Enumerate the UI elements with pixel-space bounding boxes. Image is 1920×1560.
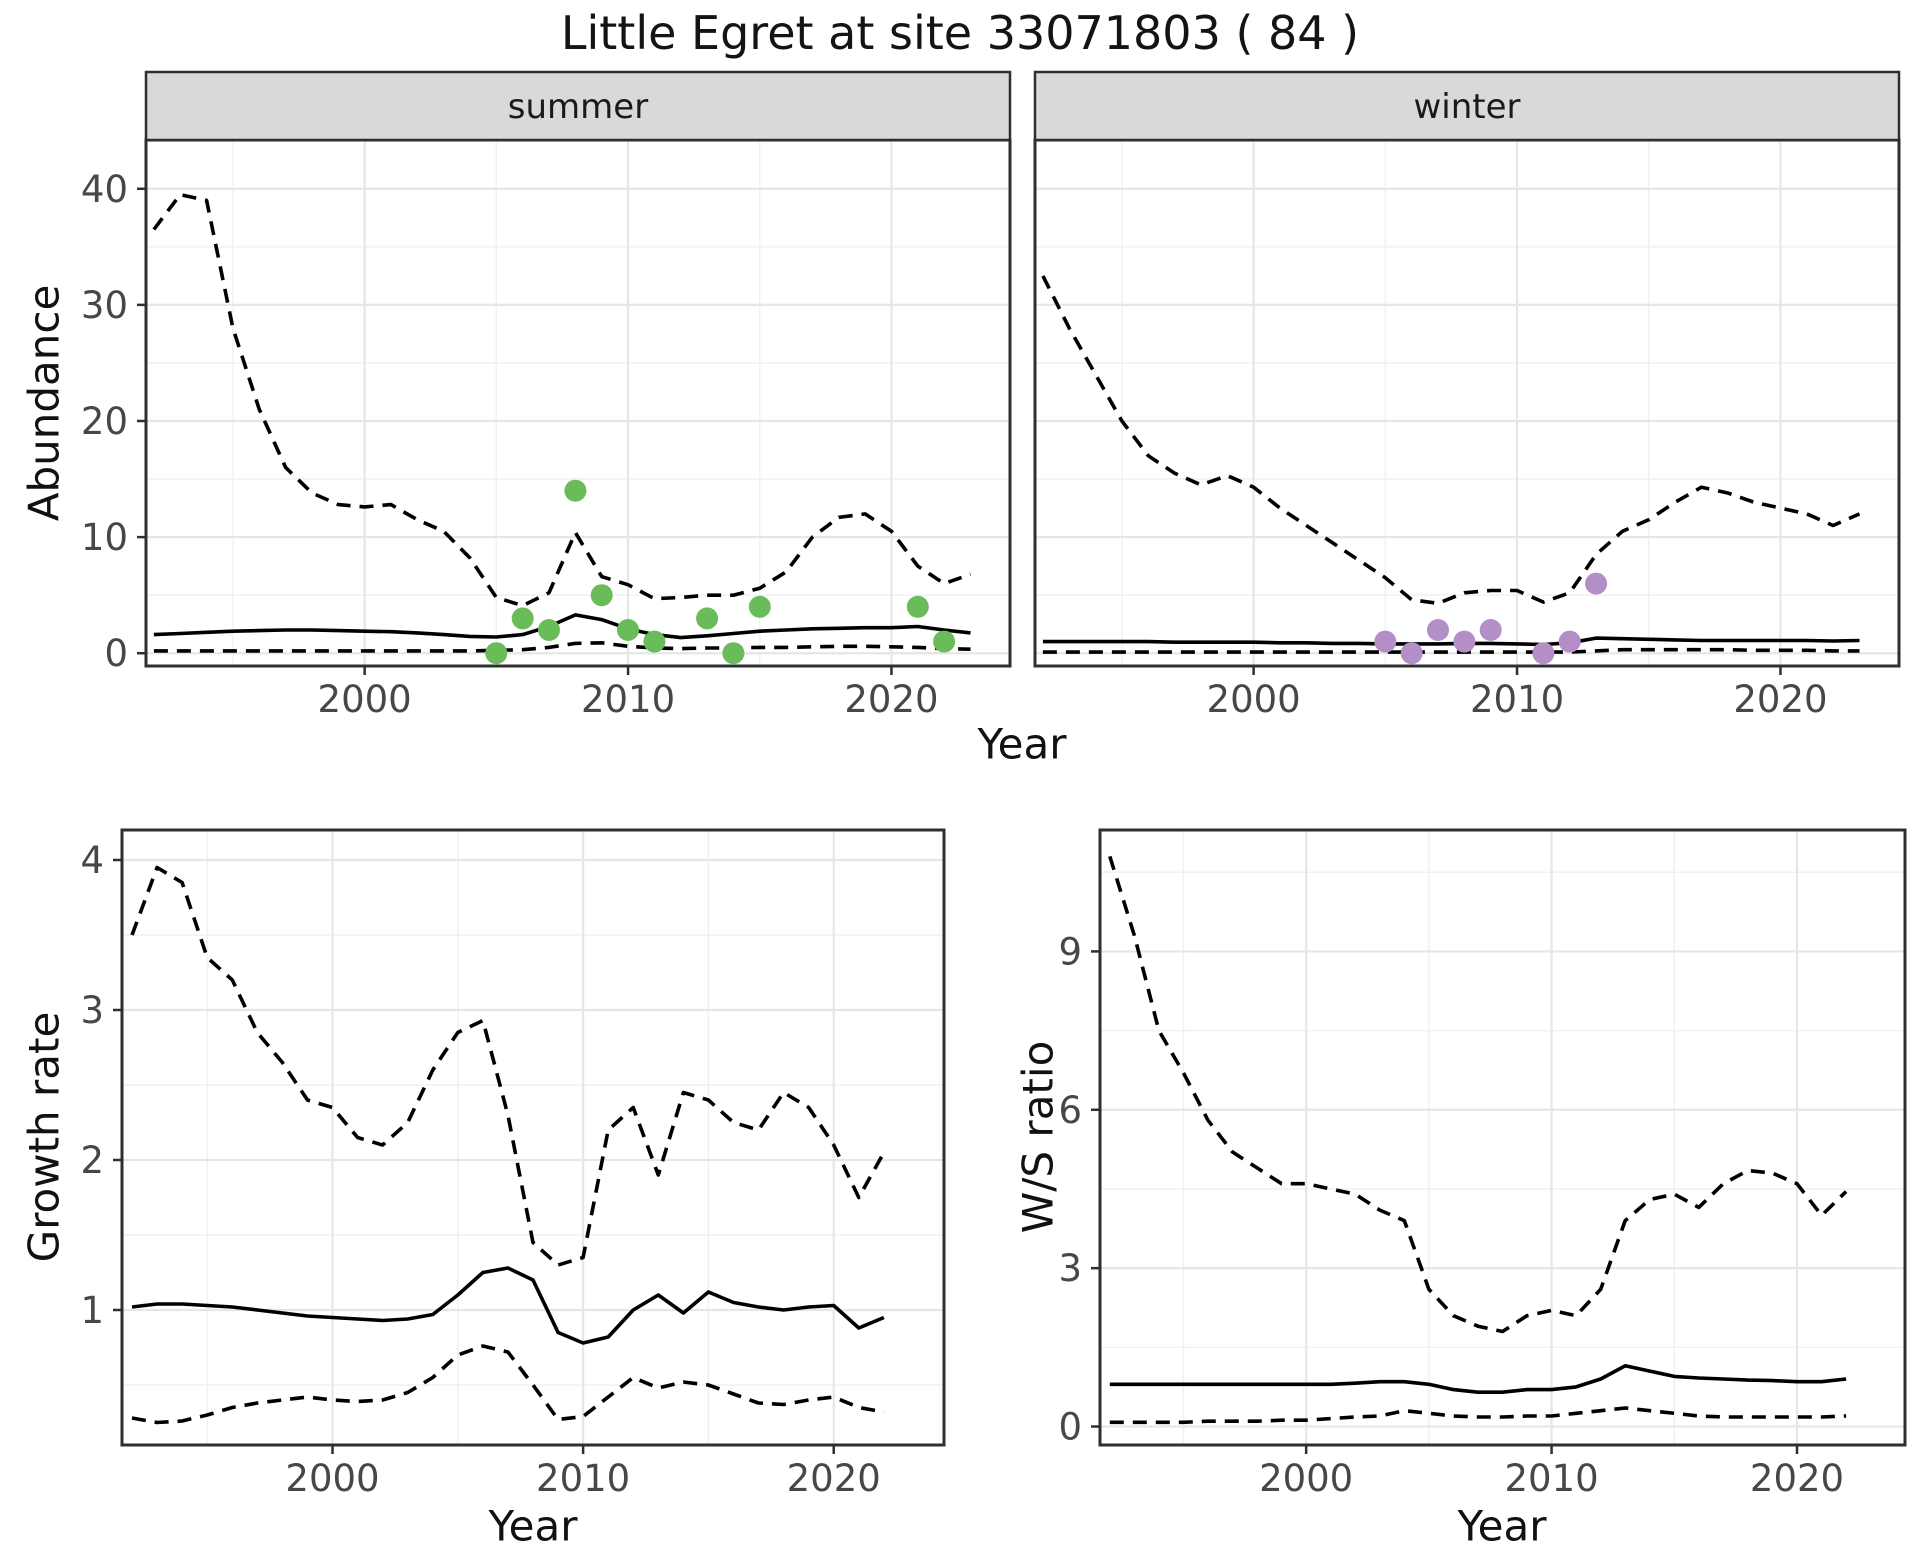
abundance-summer-observation-point bbox=[617, 619, 639, 641]
x-tick-label: 2020 bbox=[844, 678, 938, 721]
ws-ratio-y-axis-label: W/S ratio bbox=[1013, 1040, 1063, 1234]
abundance-winter-observation-point bbox=[1453, 630, 1476, 653]
abundance-summer-observation-point bbox=[590, 584, 613, 607]
abundance-summer-observation-point bbox=[538, 619, 560, 641]
top-x-axis-label: Year bbox=[977, 719, 1067, 769]
ws-ratio-mean-line bbox=[1109, 1364, 1847, 1394]
ws-ratio-lower-95ci-line bbox=[1109, 1406, 1847, 1425]
abundance-winter-observation-point bbox=[1532, 642, 1555, 665]
abundance-summer-observation-point bbox=[906, 595, 929, 618]
abundance-winter-facet-strip bbox=[1033, 70, 1901, 142]
abundance-winter-panel-background bbox=[1035, 140, 1899, 666]
y-tick-label: 0 bbox=[1058, 1406, 1082, 1449]
y-tick-label: 2 bbox=[80, 1139, 104, 1182]
abundance-winter-observation-point bbox=[1427, 619, 1449, 641]
x-tick-label: 2010 bbox=[1470, 678, 1564, 721]
abundance-summer-observation-point bbox=[643, 630, 666, 653]
abundance-winter-mean-line bbox=[1042, 636, 1860, 647]
x-tick-label: 2020 bbox=[1750, 1457, 1844, 1500]
abundance-winter-observation-point bbox=[1558, 630, 1581, 653]
x-tick-label: 2010 bbox=[536, 1457, 630, 1500]
abundance-winter-observation-point bbox=[1479, 619, 1502, 641]
abundance-winter-observation-point bbox=[1400, 642, 1423, 665]
abundance-summer-observation-point bbox=[696, 607, 719, 630]
growth-rate-panel-background bbox=[122, 830, 944, 1445]
abundance-summer-observation-point bbox=[748, 595, 771, 618]
x-tick-label: 2000 bbox=[1207, 678, 1301, 721]
abundance-summer-panel-background bbox=[146, 140, 1010, 666]
y-tick-label: 9 bbox=[1058, 930, 1082, 973]
y-tick-label: 6 bbox=[1058, 1089, 1082, 1132]
y-tick-label: 3 bbox=[80, 989, 104, 1032]
growth-rate-panel: 2000 2010 2020 1 2 3 4 bbox=[80, 828, 946, 1500]
abundance-summer-facet-strip bbox=[144, 70, 1012, 142]
y-tick-label: 40 bbox=[81, 168, 128, 211]
y-tick-label: 0 bbox=[104, 632, 128, 675]
abundance-winter-lower-95ci-line bbox=[1042, 647, 1860, 654]
y-tick-label: 3 bbox=[1058, 1247, 1082, 1290]
x-tick-label: 2010 bbox=[581, 678, 675, 721]
y-tick-label: 4 bbox=[80, 839, 104, 882]
chart-title: Little Egret at site 33071803 ( 84 ) bbox=[560, 6, 1360, 60]
y-tick-label: 1 bbox=[80, 1289, 104, 1332]
abundance-winter-upper-95ci-line bbox=[1041, 275, 1861, 606]
y-tick-label: 20 bbox=[81, 400, 128, 443]
ws-ratio-panel-background bbox=[1100, 830, 1905, 1445]
abundance-summer-observation-point bbox=[722, 642, 745, 665]
abundance-summer-panel: 2000 2010 2020 0 10 20 30 40 bbox=[81, 70, 1012, 721]
abundance-summer-observation-point bbox=[564, 479, 587, 502]
y-tick-label: 30 bbox=[81, 284, 128, 327]
ws-ratio-panel-border bbox=[1098, 828, 1907, 1447]
x-tick-label: 2000 bbox=[285, 1457, 379, 1500]
ws-ratio-upper-95ci-line bbox=[1108, 855, 1848, 1334]
abundance-summer-observation-point bbox=[485, 642, 508, 665]
x-tick-label: 2000 bbox=[318, 678, 412, 721]
ws-x-axis-label: Year bbox=[1457, 1501, 1547, 1551]
growth-rate-lower-95ci-line bbox=[131, 1344, 885, 1425]
abundance-summer-mean-line bbox=[153, 613, 971, 640]
abundance-summer-observation-point bbox=[933, 630, 956, 653]
growth-rate-mean-line bbox=[131, 1266, 885, 1345]
abundance-winter-observation-point bbox=[1585, 572, 1608, 595]
growth-x-axis-label: Year bbox=[488, 1501, 578, 1551]
ws-ratio-panel: 2000 2010 2020 0 3 6 9 bbox=[1058, 828, 1907, 1500]
abundance-y-axis-label: Abundance bbox=[19, 284, 69, 522]
growth-rate-panel-border bbox=[120, 828, 946, 1447]
growth-rate-y-axis-label: Growth rate bbox=[19, 1011, 69, 1263]
facet-label-winter: winter bbox=[1413, 87, 1521, 127]
x-tick-label: 2010 bbox=[1504, 1457, 1598, 1500]
x-tick-label: 2020 bbox=[1733, 678, 1827, 721]
y-tick-label: 10 bbox=[81, 516, 128, 559]
abundance-winter-observation-point bbox=[1374, 630, 1397, 653]
abundance-summer-observation-point bbox=[511, 607, 534, 630]
x-tick-label: 2020 bbox=[787, 1457, 881, 1500]
abundance-winter-panel: 2000 2010 2020 bbox=[1033, 70, 1901, 721]
facet-label-summer: summer bbox=[507, 87, 649, 127]
x-tick-label: 2000 bbox=[1259, 1457, 1353, 1500]
abundance-summer-upper-95ci-line bbox=[152, 192, 972, 608]
